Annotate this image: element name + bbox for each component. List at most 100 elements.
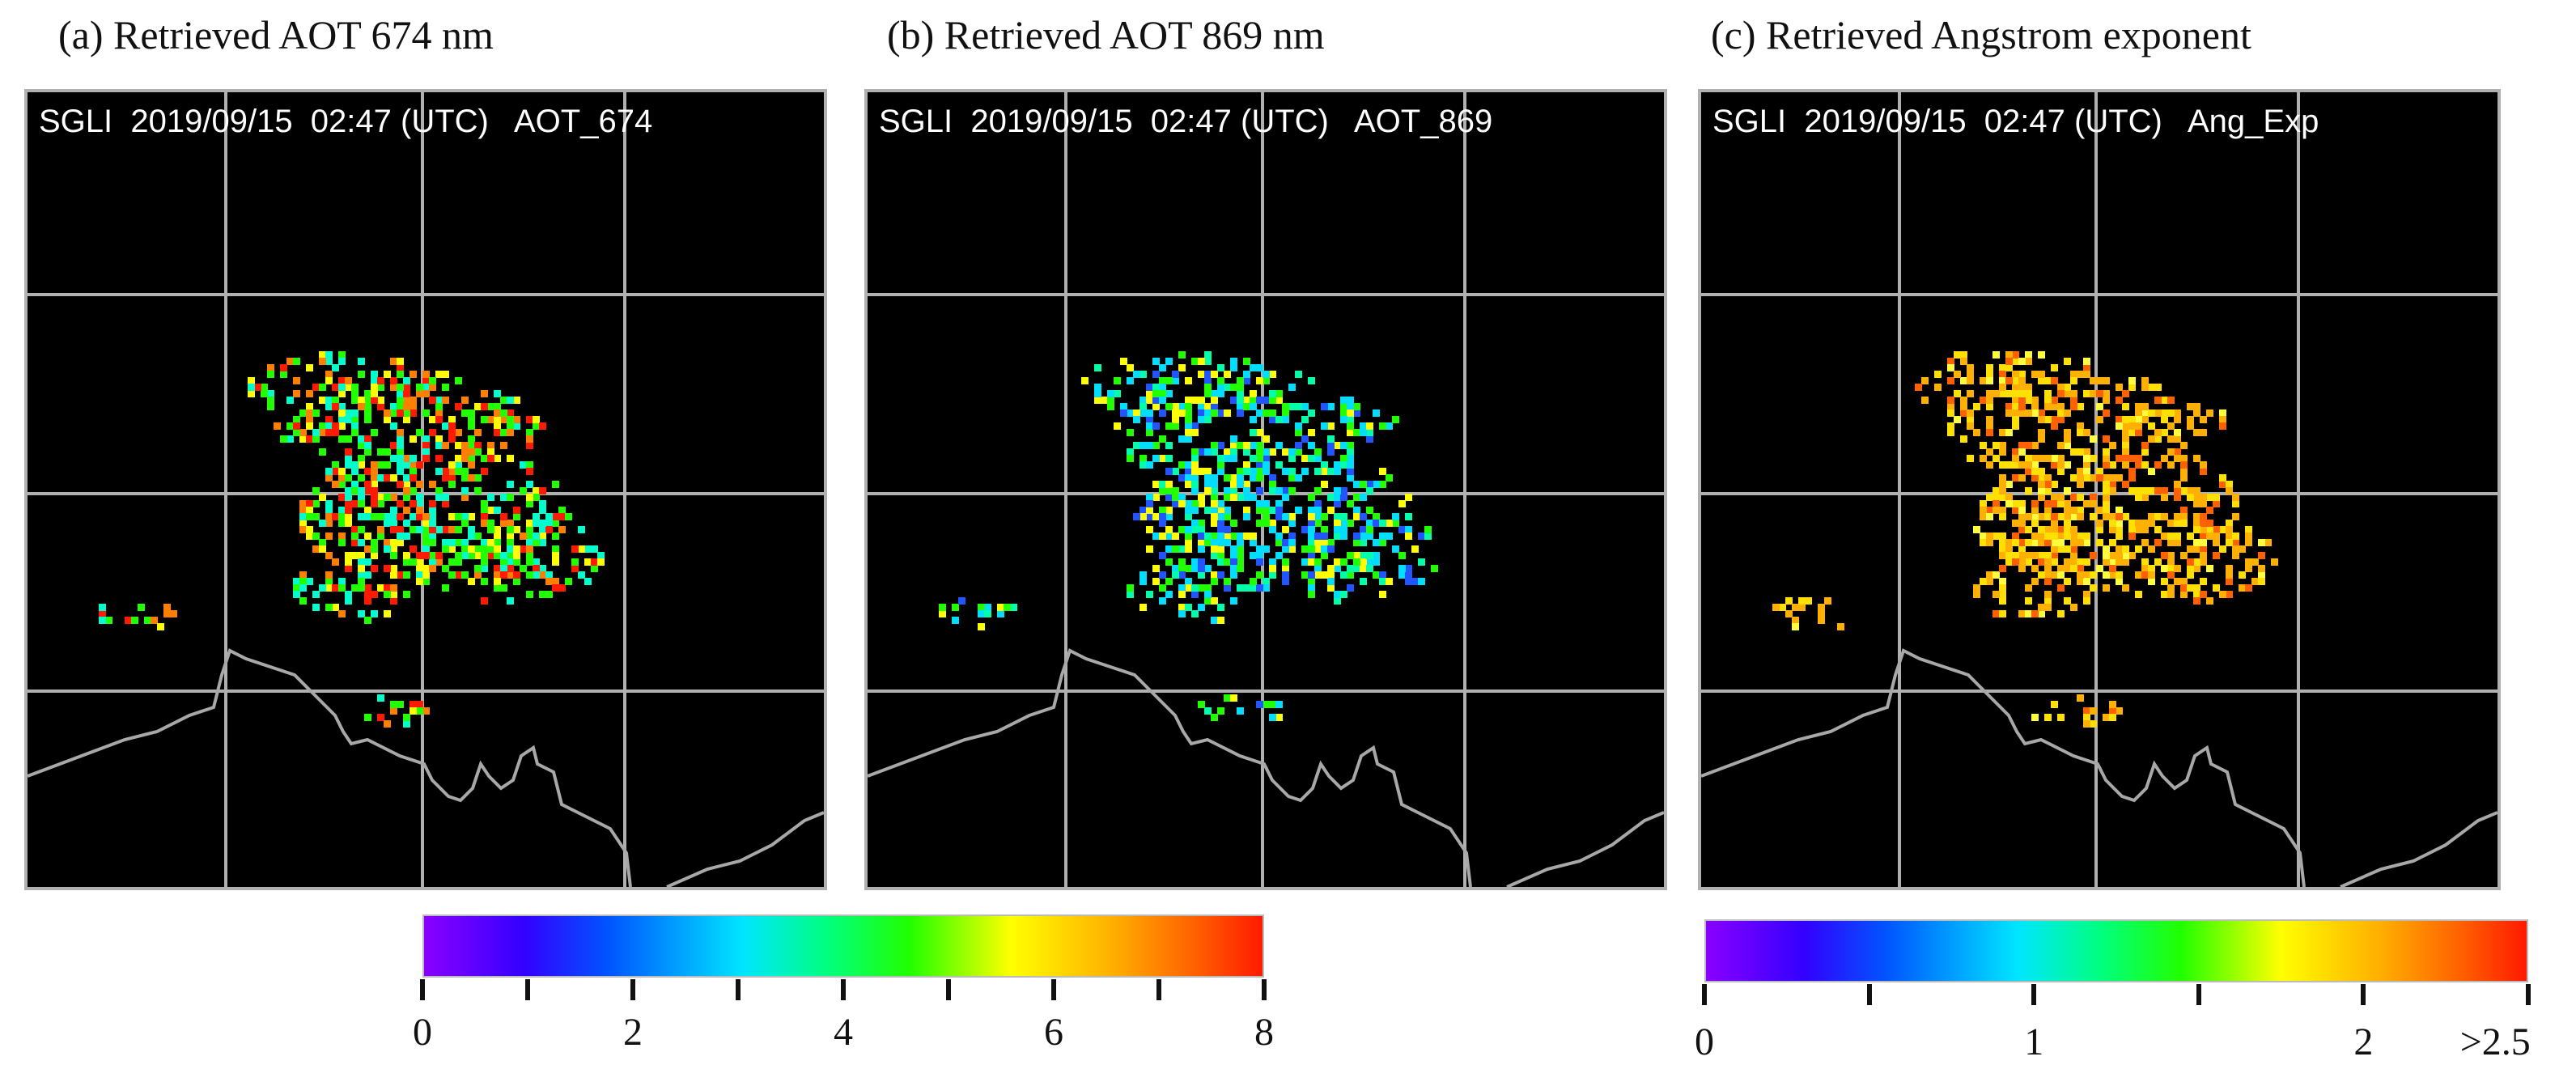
- aerosol-pixel: [1250, 474, 1257, 482]
- aerosol-pixel: [1010, 604, 1017, 611]
- aerosol-pixel: [2180, 455, 2188, 462]
- aerosol-pixel: [377, 461, 384, 469]
- aerosol-pixel: [1288, 448, 1296, 456]
- aerosol-pixel: [1217, 377, 1224, 384]
- aerosol-pixel: [2154, 487, 2162, 494]
- tick-mark: [841, 979, 846, 1000]
- aerosol-pixel: [2005, 351, 2013, 359]
- aerosol-pixel: [2219, 591, 2226, 598]
- aerosol-pixel: [2109, 571, 2116, 579]
- aerosol-pixel: [1992, 494, 2000, 501]
- aerosol-pixel: [474, 571, 482, 579]
- aerosol-pixel: [2096, 539, 2103, 546]
- aerosol-pixel: [2128, 487, 2136, 494]
- aerosol-pixel: [526, 533, 533, 540]
- aerosol-pixel: [1127, 377, 1134, 384]
- aerosol-pixel: [1230, 694, 1237, 702]
- aerosol-pixel: [2167, 558, 2175, 566]
- aerosol-pixel: [1308, 526, 1315, 533]
- aerosol-pixel: [2135, 409, 2142, 417]
- aerosol-pixel: [390, 507, 397, 514]
- aerosol-pixel: [1217, 571, 1224, 579]
- aerosol-pixel: [377, 384, 384, 391]
- aerosol-pixel: [345, 377, 352, 384]
- aerosol-pixel: [2018, 507, 2026, 514]
- aerosol-pixel: [1275, 714, 1283, 721]
- aerosol-pixel: [468, 409, 475, 417]
- aerosol-pixel: [1405, 571, 1412, 579]
- tick-mark: [1866, 984, 1872, 1005]
- aerosol-pixel: [1159, 513, 1166, 520]
- aerosol-pixel: [1139, 513, 1147, 520]
- coastline: [868, 648, 1664, 887]
- aerosol-pixel: [1204, 351, 1212, 359]
- aerosol-pixel: [2135, 526, 2142, 533]
- aerosol-pixel: [2200, 429, 2207, 436]
- aerosol-pixel: [299, 500, 307, 507]
- aerosol-pixel: [2154, 526, 2162, 533]
- aerosol-pixel: [1204, 390, 1212, 397]
- aerosol-pixel: [1211, 494, 1218, 501]
- aerosol-pixel: [1159, 597, 1166, 605]
- aerosol-pixel: [1340, 397, 1347, 404]
- aerosol-pixel: [1960, 397, 1967, 404]
- aerosol-pixel: [2012, 409, 2019, 417]
- aerosol-pixel: [584, 558, 592, 566]
- aerosol-pixel: [1237, 552, 1244, 559]
- aerosol-pixel: [2044, 416, 2052, 423]
- aerosol-pixel: [545, 591, 553, 598]
- aerosol-pixel: [1114, 422, 1121, 430]
- aerosol-pixel: [1992, 487, 2000, 494]
- aerosol-pixel: [364, 416, 371, 423]
- aerosol-pixel: [2012, 377, 2019, 384]
- aerosol-pixel: [474, 533, 482, 540]
- aerosol-pixel: [2135, 494, 2142, 501]
- aerosol-pixel: [2141, 526, 2149, 533]
- aerosol-pixel: [2116, 474, 2123, 482]
- aerosol-pixel: [1120, 358, 1127, 365]
- aerosol-pixel: [1418, 578, 1425, 585]
- aerosol-pixel: [2012, 416, 2019, 423]
- aerosol-pixel: [2070, 397, 2077, 404]
- aerosol-pixel: [1172, 500, 1179, 507]
- aerosol-pixel: [1321, 422, 1328, 430]
- aerosol-pixel: [520, 461, 527, 469]
- aerosol-pixel: [1967, 409, 1974, 417]
- aerosol-pixel: [429, 520, 436, 527]
- aerosol-pixel: [2135, 461, 2142, 469]
- aerosol-pixel: [571, 545, 579, 553]
- aerosol-pixel: [1152, 358, 1160, 365]
- aerosol-pixel: [1159, 487, 1166, 494]
- aerosol-pixel: [345, 591, 352, 598]
- aerosol-pixel: [448, 558, 456, 566]
- aerosol-pixel: [1398, 526, 1406, 533]
- aerosol-pixel: [410, 526, 417, 533]
- aerosol-pixel: [2213, 494, 2220, 501]
- aerosol-pixel: [306, 513, 313, 520]
- aerosol-pixel: [2109, 714, 2116, 721]
- aerosol-pixel: [1360, 539, 1367, 546]
- aerosol-pixel: [1198, 500, 1205, 507]
- aerosol-pixel: [2012, 390, 2019, 397]
- aerosol-pixel: [1999, 565, 2006, 572]
- aerosol-pixel: [1275, 507, 1283, 514]
- aerosol-pixel: [2070, 539, 2077, 546]
- aerosol-pixel: [2122, 442, 2129, 449]
- aerosol-pixel: [306, 526, 313, 533]
- aerosol-pixel: [1243, 397, 1250, 404]
- aerosol-pixel: [1275, 533, 1283, 540]
- aerosol-pixel: [364, 714, 371, 721]
- aerosol-pixel: [2103, 552, 2110, 559]
- aerosol-pixel: [2167, 422, 2175, 430]
- aerosol-pixel: [2141, 558, 2149, 566]
- aerosol-pixel: [1237, 558, 1244, 566]
- aerosol-pixel: [2180, 591, 2188, 598]
- aerosol-pixel: [1133, 416, 1140, 423]
- aerosol-pixel: [1217, 507, 1224, 514]
- aerosol-pixel: [384, 513, 391, 520]
- aerosol-pixel: [306, 533, 313, 540]
- aerosol-pixel: [2031, 539, 2039, 546]
- aerosol-pixel: [364, 591, 371, 598]
- aerosol-pixel: [397, 409, 404, 417]
- aerosol-pixel: [2012, 474, 2019, 482]
